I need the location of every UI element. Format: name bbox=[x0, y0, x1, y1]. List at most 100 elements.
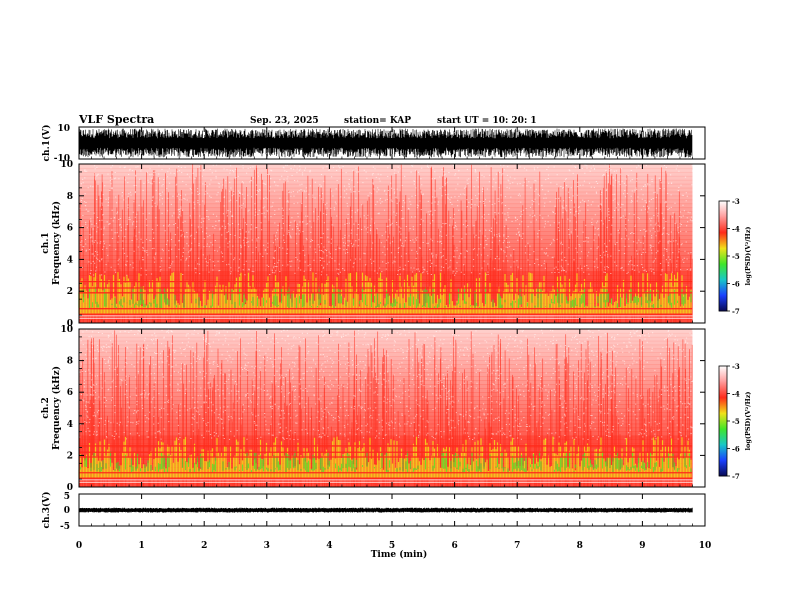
spec-band bbox=[79, 227, 693, 232]
spec-band bbox=[79, 427, 693, 432]
ch3-waveform-trace bbox=[78, 507, 693, 513]
xtick-label: 10 bbox=[699, 541, 712, 551]
spec-band bbox=[79, 179, 693, 185]
spec-band bbox=[79, 283, 693, 288]
spec-band bbox=[79, 187, 693, 193]
spec-band bbox=[79, 356, 693, 361]
colorbar-tick-label: -7 bbox=[732, 307, 740, 316]
spec-band bbox=[79, 243, 693, 248]
colorbar-segment bbox=[719, 216, 727, 233]
spec-band bbox=[79, 247, 693, 252]
ch1-waveform-line bbox=[78, 128, 693, 158]
colorbar-label: log(PSD)(V²/Hz) bbox=[744, 392, 752, 451]
spec-band bbox=[79, 419, 693, 425]
colorbar-tick-label: -5 bbox=[732, 252, 740, 261]
xtick-label: 4 bbox=[326, 541, 332, 551]
spec-ytick-label: 8 bbox=[67, 192, 73, 202]
spec-band bbox=[79, 251, 693, 256]
spec-band bbox=[79, 451, 693, 456]
colorbar-label: log(PSD)(V²/Hz) bbox=[744, 227, 752, 286]
spec-ytick-label: 0 bbox=[67, 319, 73, 329]
spec-band bbox=[79, 195, 693, 201]
spec-band bbox=[79, 404, 693, 409]
figure-title: VLF Spectra bbox=[78, 113, 154, 126]
spec-band bbox=[79, 295, 693, 300]
spec-band bbox=[79, 275, 693, 280]
colorbar-segment bbox=[719, 279, 727, 296]
ch1-spec-ylabel-line2: Frequency (kHz) bbox=[51, 201, 62, 285]
station-label: station= KAP bbox=[344, 116, 411, 126]
colorbar-segment bbox=[719, 263, 727, 280]
spec-band bbox=[79, 396, 693, 401]
colorbar-segment bbox=[719, 248, 727, 265]
xtick-label: 5 bbox=[389, 541, 395, 551]
spec-band bbox=[79, 352, 693, 357]
spec-ytick-label: 2 bbox=[67, 451, 73, 461]
spec-band bbox=[79, 223, 693, 228]
spec-ytick-label: 4 bbox=[67, 420, 73, 430]
spec-band bbox=[79, 388, 693, 393]
colorbar-segment bbox=[719, 232, 727, 249]
colorbar-tick-label: -4 bbox=[732, 225, 740, 234]
ch2-colorbar: -3 -4 -5 -6 -7 log(PSD)(V²/Hz) bbox=[718, 362, 752, 481]
colorbar-segment bbox=[719, 201, 727, 218]
spec-band bbox=[79, 348, 693, 353]
ch2-spec-ylabel-line1: ch.2 bbox=[41, 397, 51, 418]
spec-ytick-label: 6 bbox=[67, 224, 73, 234]
xtick-label: 3 bbox=[264, 541, 270, 551]
spec-band bbox=[79, 459, 693, 464]
spec-band bbox=[79, 215, 693, 220]
ch1-waveform-trace bbox=[78, 128, 693, 158]
xtick-label: 9 bbox=[639, 541, 645, 551]
spec-band bbox=[79, 392, 693, 397]
spec-band bbox=[79, 380, 693, 385]
ch3-ytick-mid: 0 bbox=[64, 506, 70, 516]
ch1-waveform-panel: 10 -10 ch.1(V) bbox=[41, 124, 706, 164]
spec-ytick-label: 10 bbox=[60, 160, 73, 170]
colorbar-tick-label: -3 bbox=[732, 197, 740, 206]
ch2-spectrogram-panel: 0 2 4 6 8 10 ch.2 Frequency (kHz) -3 -4 -5 -6 -7 l… bbox=[41, 325, 752, 493]
spec-band bbox=[79, 336, 693, 342]
spec-band bbox=[79, 203, 693, 209]
spec-band bbox=[79, 319, 693, 324]
ch1-ytick-top: 10 bbox=[57, 124, 70, 134]
spec-band bbox=[79, 303, 693, 308]
xtick-label: 1 bbox=[138, 541, 144, 551]
spec-band bbox=[79, 483, 693, 488]
spec-ytick-label: 6 bbox=[67, 388, 73, 398]
spec-band bbox=[79, 235, 693, 240]
spec-band bbox=[79, 463, 693, 468]
spec-band bbox=[79, 299, 693, 304]
colorbar-segment bbox=[719, 381, 727, 398]
spec-band bbox=[79, 408, 693, 413]
spec-band bbox=[79, 207, 693, 212]
ch1-spectrogram-panel: 0 2 4 6 8 10 ch.1 Frequency (kHz) -3 -4 -5 -6 -7 l… bbox=[41, 160, 752, 329]
ch3-ytick-top: 5 bbox=[64, 492, 70, 502]
spec-band bbox=[79, 439, 693, 444]
ch2-spectrogram-image bbox=[78, 328, 705, 488]
spec-band bbox=[79, 239, 693, 244]
colorbar-tick-label: -4 bbox=[732, 390, 740, 399]
spec-band bbox=[79, 199, 693, 205]
colorbar-segment bbox=[719, 444, 727, 461]
xtick-label: 8 bbox=[577, 541, 583, 551]
spec-band bbox=[79, 467, 693, 472]
spec-band bbox=[79, 431, 693, 436]
spec-band bbox=[79, 384, 693, 389]
xtick-label: 6 bbox=[451, 541, 457, 551]
colorbar-tick-label: -6 bbox=[732, 445, 740, 454]
ch1-ytick-bottom: -10 bbox=[54, 154, 70, 164]
ch2-spec-ylabel-line2: Frequency (kHz) bbox=[51, 366, 62, 450]
spec-band bbox=[79, 167, 693, 173]
spec-band bbox=[79, 231, 693, 236]
colorbar-tick-label: -3 bbox=[732, 362, 740, 371]
spec-band bbox=[79, 259, 693, 264]
spec-band bbox=[79, 271, 693, 276]
colorbar-segment bbox=[719, 413, 727, 430]
ch3-ytick-bottom: -5 bbox=[60, 522, 70, 532]
spec-band bbox=[79, 415, 693, 421]
spec-band bbox=[79, 311, 693, 316]
ch1-colorbar: -3 -4 -5 -6 -7 log(PSD)(V²/Hz) bbox=[718, 197, 752, 316]
spec-band bbox=[79, 435, 693, 440]
ch3-waveform-panel: 5 0 -5 ch.3(V) bbox=[41, 492, 706, 532]
